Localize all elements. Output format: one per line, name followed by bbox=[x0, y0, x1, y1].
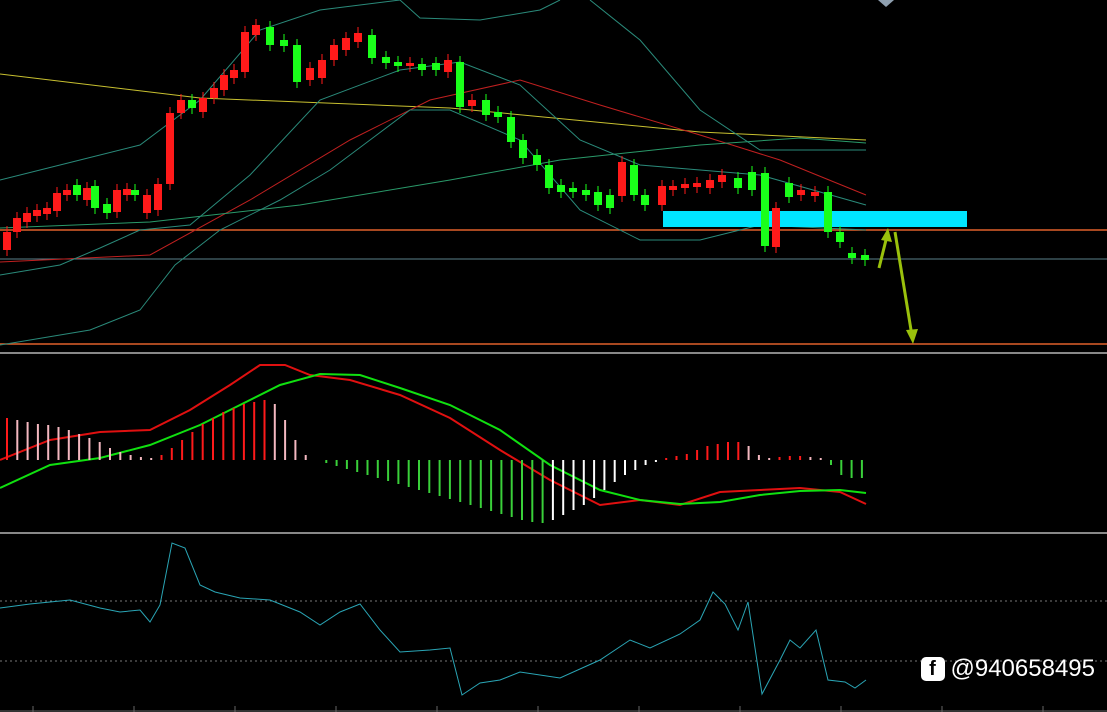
boll-upper bbox=[0, 0, 401, 181]
candle-body bbox=[199, 98, 207, 112]
candle-body bbox=[43, 208, 51, 214]
candle-body bbox=[533, 155, 541, 165]
candle-body bbox=[432, 63, 440, 70]
candle-body bbox=[368, 35, 376, 58]
watermark: f @940658495 bbox=[920, 655, 1096, 683]
candle-body bbox=[252, 25, 260, 35]
candle-body bbox=[73, 185, 81, 195]
candle-body bbox=[630, 165, 638, 195]
arrow-head bbox=[906, 329, 918, 344]
candle-body bbox=[681, 184, 689, 188]
candle-body bbox=[861, 255, 869, 260]
boll-upper bbox=[589, 0, 866, 151]
candle-body bbox=[318, 60, 326, 78]
candle-body bbox=[444, 60, 452, 72]
highlight-zone bbox=[663, 211, 967, 227]
ma-slow bbox=[0, 137, 867, 229]
candle-body bbox=[569, 188, 577, 192]
candle-body bbox=[406, 63, 414, 66]
candle-body bbox=[785, 183, 793, 197]
candle-body bbox=[23, 213, 31, 222]
boll-mid bbox=[0, 61, 867, 276]
ma-long bbox=[0, 73, 867, 141]
candle-body bbox=[113, 190, 121, 212]
macd-signal bbox=[0, 364, 867, 507]
candle-body bbox=[418, 64, 426, 70]
arrow-head bbox=[881, 228, 892, 242]
candle-body bbox=[354, 33, 362, 42]
candle-body bbox=[519, 140, 527, 158]
candle-body bbox=[545, 165, 553, 188]
candle-body bbox=[618, 162, 626, 196]
candle-body bbox=[706, 180, 714, 188]
rsi-line bbox=[0, 542, 867, 696]
candle-body bbox=[123, 189, 131, 195]
candle-body bbox=[797, 190, 805, 195]
macd-line bbox=[0, 372, 867, 506]
candle-body bbox=[718, 175, 726, 182]
candle-body bbox=[669, 186, 677, 190]
candle-body bbox=[166, 113, 174, 184]
candle-body bbox=[177, 100, 185, 113]
candle-body bbox=[306, 68, 314, 80]
candle-body bbox=[772, 208, 780, 247]
ma-mid bbox=[0, 79, 867, 263]
candle-body bbox=[91, 186, 99, 208]
candle-body bbox=[456, 62, 464, 107]
candle-body bbox=[13, 218, 21, 232]
candle-body bbox=[507, 117, 515, 142]
candle-body bbox=[606, 195, 614, 208]
candle-body bbox=[836, 232, 844, 242]
candle-body bbox=[494, 112, 502, 117]
candle-body bbox=[582, 190, 590, 195]
candle-body bbox=[394, 62, 402, 66]
candle-body bbox=[557, 185, 565, 192]
candle-body bbox=[63, 190, 71, 195]
candle-body bbox=[143, 195, 151, 213]
candle-body bbox=[280, 40, 288, 46]
candle-body bbox=[693, 183, 701, 187]
candle-body bbox=[761, 173, 769, 246]
candle-body bbox=[154, 184, 162, 210]
candle-body bbox=[382, 57, 390, 63]
candle-body bbox=[468, 100, 476, 106]
candle-body bbox=[210, 88, 218, 98]
marker bbox=[878, 0, 894, 7]
candle-body bbox=[641, 195, 649, 205]
candle-body bbox=[3, 232, 11, 250]
boll-lower bbox=[0, 109, 867, 346]
candle-body bbox=[658, 186, 666, 205]
candle-body bbox=[330, 45, 338, 60]
candle-body bbox=[103, 204, 111, 213]
candle-body bbox=[594, 192, 602, 205]
candle-body bbox=[734, 178, 742, 188]
candle-body bbox=[748, 172, 756, 190]
candle-body bbox=[83, 188, 91, 200]
candle-body bbox=[241, 32, 249, 72]
candle-body bbox=[342, 38, 350, 50]
candle-body bbox=[811, 192, 819, 196]
boll-upper bbox=[399, 0, 561, 21]
candle-body bbox=[220, 75, 228, 90]
candle-body bbox=[482, 100, 490, 115]
candle-body bbox=[293, 45, 301, 82]
candle-body bbox=[230, 70, 238, 78]
candle-body bbox=[266, 27, 274, 45]
candle-body bbox=[848, 253, 856, 258]
candle-body bbox=[131, 190, 139, 195]
candle-body bbox=[33, 210, 41, 216]
candle-body bbox=[824, 192, 832, 232]
candle-body bbox=[188, 100, 196, 108]
arrow-down bbox=[893, 231, 914, 337]
watermark-text: @940658495 bbox=[950, 655, 1096, 682]
candle-body bbox=[53, 193, 61, 211]
facebook-icon: f bbox=[920, 657, 945, 681]
